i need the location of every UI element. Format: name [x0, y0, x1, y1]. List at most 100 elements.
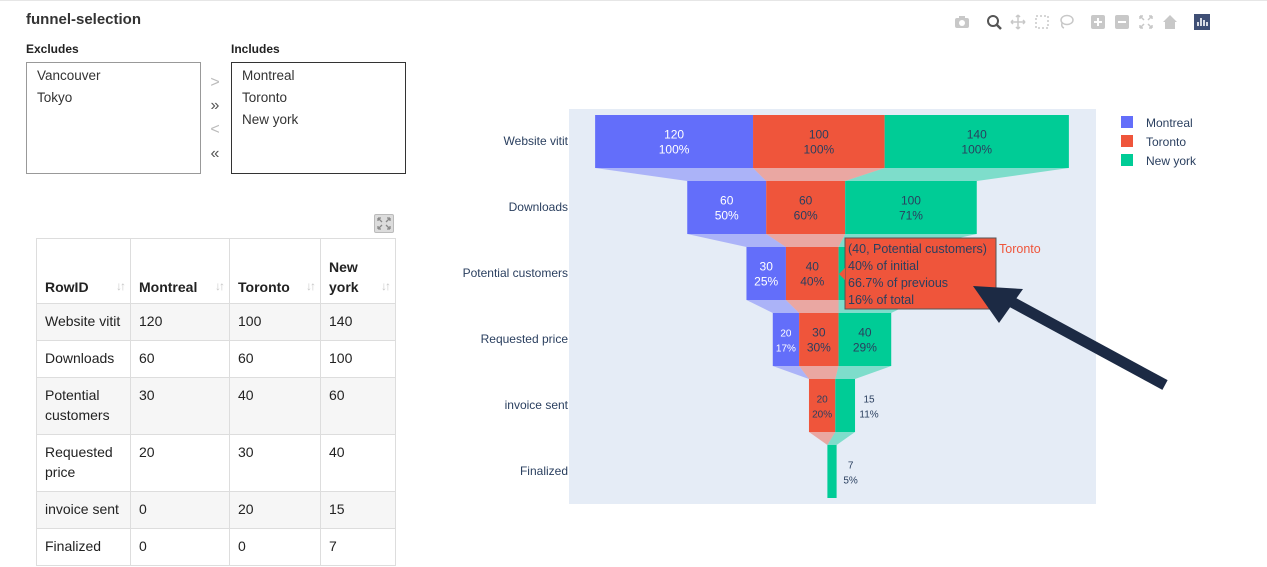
- column-header[interactable]: Montreal ↓↑: [130, 238, 230, 304]
- list-item-includes[interactable]: New york: [242, 112, 299, 127]
- funnel-connector: [772, 366, 809, 379]
- list-item-includes[interactable]: Toronto: [242, 90, 288, 105]
- data-label: 5%: [843, 476, 858, 487]
- table-row[interactable]: Downloads 60 60 100: [36, 340, 396, 378]
- legend-label: Montreal: [1146, 116, 1193, 130]
- table-cell: 30: [229, 434, 321, 492]
- table-row[interactable]: Potential customers 30 40 60: [36, 377, 396, 435]
- table-cell: 100: [320, 340, 396, 378]
- data-label: 120: [664, 128, 684, 142]
- table-cell: 40: [229, 377, 321, 435]
- move-all-right-button[interactable]: »: [210, 97, 220, 114]
- data-label: 29%: [853, 341, 877, 355]
- data-label: 100: [901, 194, 921, 208]
- move-all-left-button[interactable]: «: [210, 145, 220, 162]
- box-select-icon[interactable]: [1034, 13, 1050, 31]
- data-label: 40%: [800, 275, 824, 289]
- table-row[interactable]: invoice sent 0 20 15: [36, 491, 396, 529]
- stage-label: Finalized: [519, 464, 568, 478]
- legend-swatch: [1121, 116, 1133, 128]
- data-label: 20%: [812, 410, 832, 421]
- hover-text: 66.7% of previous: [848, 276, 948, 290]
- top-divider: [0, 0, 1267, 1]
- data-label: 100%: [803, 143, 834, 157]
- move-left-button[interactable]: <: [210, 121, 220, 138]
- funnel-bar: [595, 115, 754, 168]
- data-label: 17%: [776, 344, 796, 355]
- sort-icon[interactable]: ↓↑: [306, 279, 316, 293]
- legend-item-montreal[interactable]: Montreal: [1121, 116, 1193, 130]
- reset-axes-icon[interactable]: [1162, 13, 1178, 31]
- funnel-bar: [746, 247, 786, 300]
- list-item-includes[interactable]: Montreal: [242, 68, 295, 83]
- page-title: funnel-selection: [26, 11, 142, 28]
- includes-label: Includes: [231, 42, 280, 56]
- table-row[interactable]: Website vitit 120 100 140: [36, 303, 396, 341]
- move-right-button[interactable]: >: [210, 74, 220, 91]
- legend-swatch: [1121, 135, 1133, 147]
- funnel-connector: [785, 300, 839, 313]
- funnel-bar: [772, 313, 800, 366]
- legend-item-toronto[interactable]: Toronto: [1121, 135, 1186, 149]
- zoom-in-icon[interactable]: [1090, 13, 1106, 31]
- arrow-head: [973, 286, 1023, 323]
- table-cell: 15: [320, 491, 396, 529]
- pan-icon[interactable]: [1010, 13, 1026, 31]
- table-row[interactable]: Finalized 0 0 7: [36, 528, 396, 566]
- table-cell: 30: [130, 377, 230, 435]
- excludes-label: Excludes: [26, 42, 79, 56]
- list-item-excludes[interactable]: Tokyo: [37, 90, 73, 105]
- autoscale-icon[interactable]: [1138, 13, 1154, 31]
- table-cell: 120: [130, 303, 230, 341]
- data-label: 60: [799, 194, 813, 208]
- data-label: 30%: [807, 341, 831, 355]
- expand-icon: [377, 217, 391, 230]
- table-cell: 0: [130, 491, 230, 529]
- data-label: 25%: [754, 275, 778, 289]
- table-cell-text: Potential customers: [45, 387, 110, 423]
- data-label: 60: [720, 194, 734, 208]
- lasso-select-icon[interactable]: [1058, 13, 1074, 31]
- table-cell: Potential customers: [36, 377, 131, 435]
- data-label: 100%: [659, 143, 690, 157]
- sort-icon[interactable]: ↓↑: [116, 279, 126, 293]
- legend-swatch: [1121, 154, 1133, 166]
- sort-icon[interactable]: ↓↑: [215, 279, 225, 293]
- legend-item-new-york[interactable]: New york: [1121, 154, 1196, 168]
- hover-text: 40% of initial: [848, 259, 919, 273]
- zoom-out-icon[interactable]: [1114, 13, 1130, 31]
- stage-label: Downloads: [508, 200, 568, 214]
- table-row[interactable]: Requested price 20 30 40: [36, 434, 396, 492]
- zoom-icon[interactable]: [986, 13, 1002, 31]
- hover-text: 16% of total: [848, 293, 914, 307]
- funnel-connector: [835, 366, 892, 379]
- funnel-connector: [845, 168, 1069, 181]
- funnel-connector: [595, 168, 767, 181]
- table-cell: 40: [320, 434, 396, 492]
- data-label: 140: [967, 128, 987, 142]
- camera-icon[interactable]: [954, 13, 970, 31]
- column-header[interactable]: Toronto ↓↑: [229, 238, 321, 304]
- funnel-bar: [753, 115, 885, 168]
- hover-tooltip: (40, Potential customers) 40% of initial 6…: [839, 237, 1041, 310]
- funnel-bar: [799, 313, 839, 366]
- table-cell: 7: [320, 528, 396, 566]
- plotly-logo-icon[interactable]: [1194, 13, 1210, 31]
- table-cell: 20: [130, 434, 230, 492]
- includes-listbox[interactable]: Montreal Toronto New york: [231, 62, 406, 174]
- data-table: RowID ↓↑ Montreal ↓↑ Toronto ↓↑ New york ↓↑ …: [36, 238, 396, 566]
- table-cell: 100: [229, 303, 321, 341]
- sort-icon[interactable]: ↓↑: [381, 279, 391, 293]
- funnel-bar: [687, 181, 767, 234]
- fullscreen-button[interactable]: [374, 214, 394, 233]
- list-item-excludes[interactable]: Vancouver: [37, 68, 101, 83]
- excludes-listbox[interactable]: Vancouver Tokyo: [26, 62, 201, 174]
- funnel-bar: [766, 181, 846, 234]
- hover-pointer: [839, 268, 845, 280]
- data-label: 30: [760, 260, 774, 274]
- data-label: 15: [863, 395, 875, 406]
- data-label: 100%: [961, 143, 992, 157]
- data-label: 30: [812, 326, 826, 340]
- column-header[interactable]: New york ↓↑: [320, 238, 396, 304]
